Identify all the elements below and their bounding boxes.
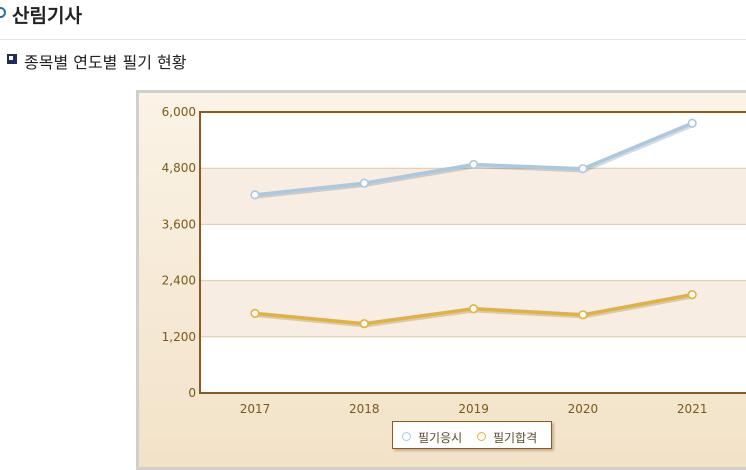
data-point: [578, 164, 588, 174]
y-tick-label: 0: [188, 386, 196, 400]
y-tick-label: 2,400: [162, 274, 196, 288]
y-tick-label: 6,000: [162, 105, 196, 119]
x-tick-label: 2017: [240, 402, 271, 416]
legend-label: 필기응시: [418, 431, 463, 445]
data-point: [578, 310, 588, 320]
y-tick-label: 3,600: [162, 217, 196, 231]
section-title: 종목별 연도별 필기 현황: [24, 53, 187, 72]
y-tick-label: 4,800: [162, 161, 196, 175]
x-tick-label: 2020: [568, 402, 599, 416]
page-title: 산림기사: [12, 5, 82, 27]
title-bullet-icon: [0, 7, 6, 18]
data-point: [469, 159, 479, 170]
data-point: [359, 178, 369, 188]
chart-legend: 필기응시 필기합격: [392, 421, 552, 449]
data-point: [687, 290, 697, 300]
plot-background: [200, 112, 746, 393]
data-point: [359, 319, 369, 329]
grid-band: [200, 168, 746, 225]
legend-marker-icon: [402, 432, 411, 441]
square-bullet-icon: [7, 54, 17, 64]
x-tick-label: 2021: [677, 402, 708, 416]
plot-border: [199, 111, 746, 394]
data-point: [250, 190, 260, 200]
data-point: [469, 304, 479, 314]
x-tick-label: 2019: [458, 402, 489, 416]
x-tick-label: 2018: [349, 402, 380, 416]
page-header: 산림기사: [0, 0, 746, 40]
legend-marker-icon: [477, 432, 486, 441]
y-tick-label: 1,200: [162, 330, 196, 344]
data-point: [250, 308, 260, 318]
legend-label: 필기합격: [493, 431, 538, 445]
data-point: [687, 118, 697, 128]
